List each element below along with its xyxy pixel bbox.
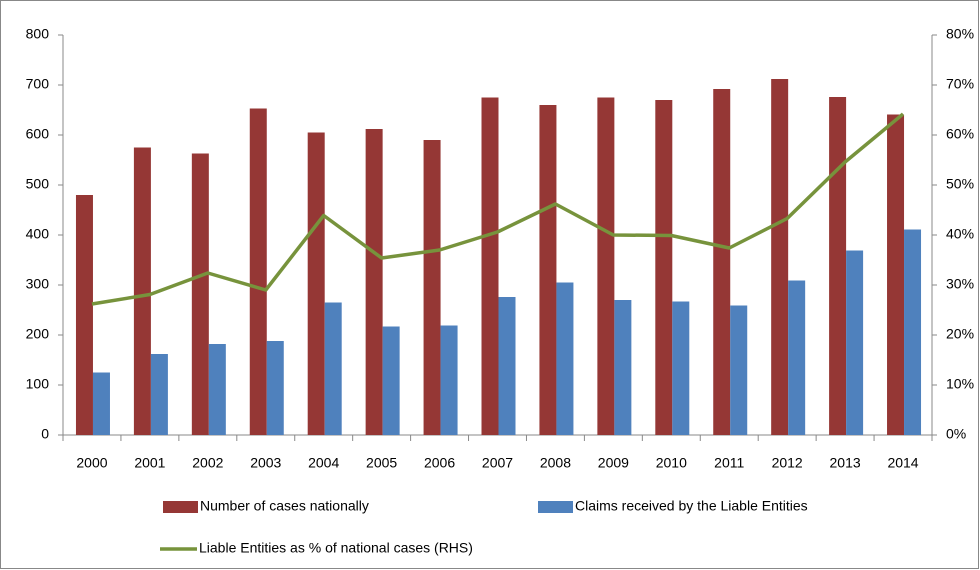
bar (307, 132, 325, 435)
bar (597, 97, 615, 435)
y2-tick-label: 30% (946, 276, 974, 292)
bar (133, 147, 151, 435)
bar (498, 297, 516, 435)
bar (423, 140, 441, 435)
bar (672, 301, 690, 435)
bar (539, 105, 557, 435)
y-tick-label: 100 (26, 376, 50, 392)
y-tick-label: 700 (26, 76, 50, 92)
y2-tick-label: 20% (946, 326, 974, 342)
bar (75, 195, 93, 435)
x-tick-label: 2014 (887, 455, 918, 471)
y-tick-label: 200 (26, 326, 50, 342)
bar (655, 100, 673, 435)
bar (904, 229, 922, 435)
x-tick-label: 2012 (772, 455, 803, 471)
y2-tick-label: 10% (946, 376, 974, 392)
y2-tick-label: 70% (946, 76, 974, 92)
y-tick-label: 800 (26, 26, 50, 42)
bar (249, 108, 267, 435)
y-tick-label: 500 (26, 176, 50, 192)
bar (208, 344, 226, 435)
y-tick-label: 300 (26, 276, 50, 292)
bar (365, 129, 383, 435)
x-tick-label: 2007 (482, 455, 513, 471)
legend-label: Number of cases nationally (200, 498, 369, 514)
x-tick-label: 2011 (714, 455, 744, 471)
x-tick-label: 2008 (540, 455, 571, 471)
legend-swatch (163, 501, 198, 513)
x-tick-label: 2006 (424, 455, 455, 471)
bar (440, 325, 458, 435)
x-tick-label: 2002 (192, 455, 223, 471)
y-tick-label: 600 (26, 126, 50, 142)
y-tick-label: 0 (41, 426, 49, 442)
bar (191, 153, 209, 435)
y2-tick-label: 0% (946, 426, 966, 442)
bar (266, 341, 284, 435)
bar (829, 97, 847, 435)
x-tick-label: 2003 (250, 455, 281, 471)
bar (846, 250, 864, 435)
x-tick-label: 2009 (598, 455, 629, 471)
y2-tick-label: 60% (946, 126, 974, 142)
y2-tick-label: 80% (946, 26, 974, 42)
bar (150, 354, 168, 435)
bar (92, 372, 110, 435)
bar (887, 114, 905, 435)
bar (788, 280, 806, 435)
x-tick-label: 2013 (830, 455, 861, 471)
bar (324, 302, 342, 435)
bar (481, 97, 499, 435)
legend-swatch (538, 501, 573, 513)
bar (713, 89, 731, 435)
bar (614, 300, 632, 435)
x-tick-label: 2010 (656, 455, 687, 471)
y-tick-label: 400 (26, 226, 50, 242)
y2-tick-label: 40% (946, 226, 974, 242)
legend-label: Liable Entities as % of national cases (… (199, 540, 473, 556)
line (91, 112, 905, 306)
legend-label: Claims received by the Liable Entities (575, 498, 808, 514)
bar (730, 305, 748, 435)
y2-tick-label: 50% (946, 176, 974, 192)
x-tick-label: 2001 (134, 455, 165, 471)
bar (771, 79, 789, 435)
x-tick-label: 2000 (76, 455, 107, 471)
bar (382, 326, 400, 435)
bar (556, 282, 574, 435)
x-tick-label: 2004 (308, 455, 339, 471)
x-tick-label: 2005 (366, 455, 397, 471)
